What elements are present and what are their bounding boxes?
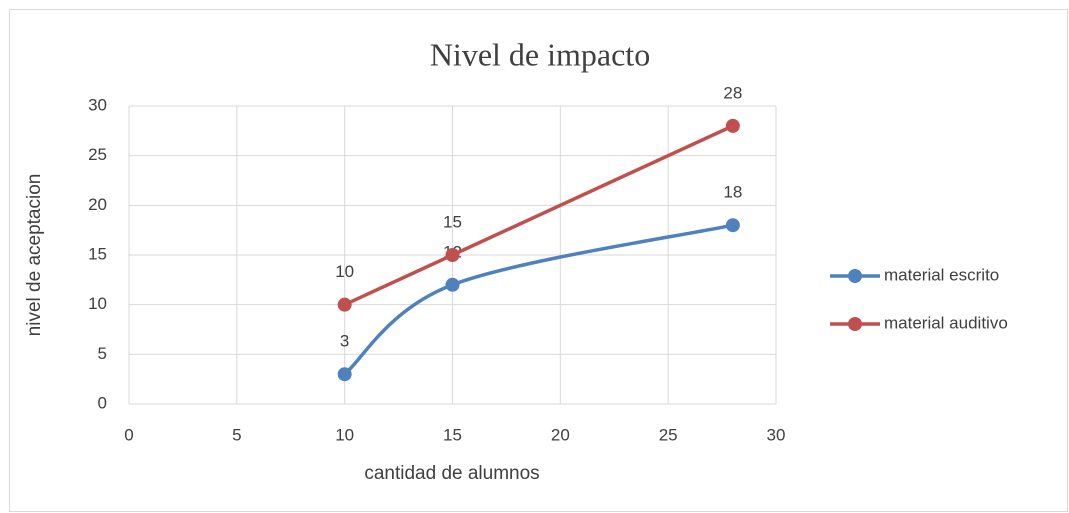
y-tick-label: 15 <box>88 244 107 263</box>
x-tick-label: 30 <box>767 425 786 444</box>
data-point <box>445 248 460 262</box>
data-point <box>725 118 740 133</box>
data-point <box>445 277 460 292</box>
data-label: 18 <box>723 183 742 202</box>
data-label: 28 <box>723 83 742 102</box>
x-tick-label: 5 <box>232 425 241 444</box>
y-tick-label: 10 <box>88 294 107 313</box>
legend-marker <box>848 317 862 331</box>
legend-label: material escrito <box>884 265 999 284</box>
data-label: 3 <box>340 332 349 351</box>
y-tick-label: 25 <box>88 145 107 164</box>
y-tick-label: 20 <box>88 195 107 214</box>
data-point <box>337 297 352 312</box>
y-tick-label: 30 <box>88 95 107 114</box>
series-line <box>343 223 734 376</box>
legend-label: material auditivo <box>884 313 1008 332</box>
x-axis-title: cantidad de alumnos <box>364 463 539 484</box>
y-axis-title: nivel de aceptacion <box>24 174 45 337</box>
data-point <box>337 367 352 382</box>
legend-marker <box>848 269 862 283</box>
y-tick-label: 5 <box>98 344 107 363</box>
data-label: 10 <box>335 262 354 281</box>
x-tick-label: 10 <box>335 425 354 444</box>
x-tick-label: 0 <box>124 425 133 444</box>
x-tick-label: 15 <box>443 425 462 444</box>
y-tick-label: 0 <box>98 393 107 412</box>
data-label: 15 <box>443 212 462 231</box>
x-tick-label: 25 <box>659 425 678 444</box>
data-point <box>725 218 740 233</box>
x-tick-label: 20 <box>551 425 570 444</box>
chart-title: Nivel de impacto <box>430 36 650 72</box>
